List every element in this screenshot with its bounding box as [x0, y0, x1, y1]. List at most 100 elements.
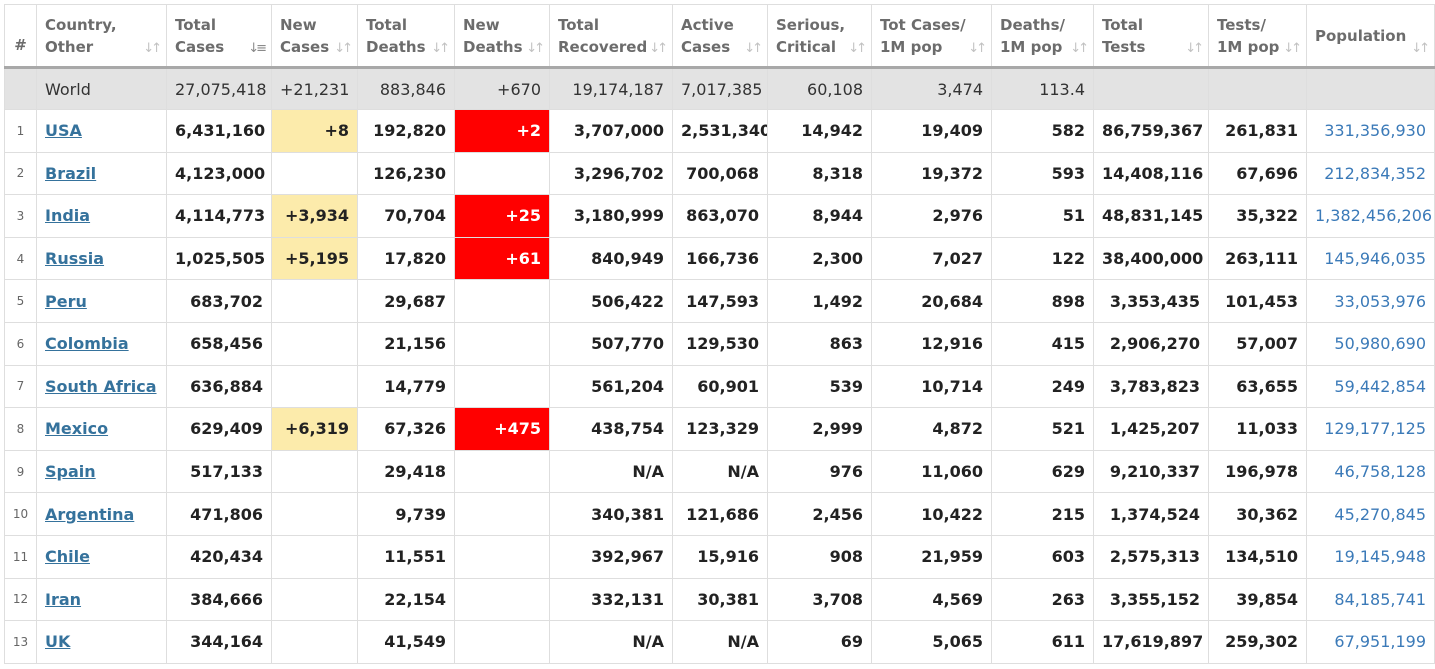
- active-cases-cell: 15,916: [672, 534, 768, 579]
- total-recovered-cell: 332,131: [549, 577, 673, 622]
- column-header-serious-critical[interactable]: Serious, Critical ↓↑: [767, 4, 872, 69]
- table-row: 6 Colombia 658,456 21,156 507,770 129,530 863 1…: [4, 321, 1435, 366]
- sort-descending-icon[interactable]: ↓≡: [248, 41, 267, 56]
- total-deaths-cell: 67,326: [357, 407, 455, 451]
- cases-per-1m-cell: 7,027: [871, 236, 992, 281]
- column-header-population[interactable]: Population ↓↑: [1306, 4, 1435, 69]
- population-cell[interactable]: 19,145,948: [1306, 534, 1435, 579]
- column-header-total-tests[interactable]: Total Tests ↓↑: [1093, 4, 1209, 69]
- column-header-label: Total Tests: [1102, 15, 1146, 56]
- column-header-country[interactable]: Country, Other ↓↑: [36, 4, 167, 69]
- column-header-deaths-per-1m[interactable]: Deaths/ 1M pop ↓↑: [991, 4, 1094, 69]
- column-header-total-cases[interactable]: Total Cases ↓≡: [166, 4, 272, 69]
- sort-arrows-icon[interactable]: ↓↑: [1185, 41, 1204, 56]
- population-cell[interactable]: 1,382,456,206: [1306, 194, 1435, 238]
- country-link[interactable]: Mexico: [45, 419, 109, 439]
- population-cell[interactable]: 129,177,125: [1306, 407, 1435, 451]
- column-header-label: Total Deaths: [366, 15, 426, 56]
- total-tests-cell: 2,575,313: [1093, 534, 1209, 579]
- country-link[interactable]: UK: [45, 632, 71, 652]
- total-deaths-cell: 9,739: [357, 492, 455, 536]
- country-cell: South Africa: [36, 364, 167, 409]
- population-cell[interactable]: 33,053,976: [1306, 279, 1435, 323]
- column-header-label: #: [14, 35, 27, 54]
- country-cell: Spain: [36, 449, 167, 494]
- population-cell[interactable]: 145,946,035: [1306, 236, 1435, 281]
- tests-per-1m-cell: 134,510: [1208, 534, 1307, 579]
- serious-critical-cell: 863: [767, 321, 872, 366]
- column-header-tests-per-1m[interactable]: Tests/ 1M pop ↓↑: [1208, 4, 1307, 69]
- column-header-active-cases[interactable]: Active Cases ↓↑: [672, 4, 768, 69]
- country-cell: Colombia: [36, 321, 167, 366]
- country-cell: Russia: [36, 236, 167, 281]
- column-header-new-deaths[interactable]: New Deaths ↓↑: [454, 4, 550, 69]
- population-cell[interactable]: 46,758,128: [1306, 449, 1435, 494]
- new-cases-cell: [271, 492, 358, 536]
- total-deaths-cell: 22,154: [357, 577, 455, 622]
- country-link[interactable]: Colombia: [45, 334, 129, 354]
- cases-per-1m-cell: 20,684: [871, 279, 992, 323]
- total-deaths-cell: 17,820: [357, 236, 455, 281]
- total-tests-cell: 1,425,207: [1093, 407, 1209, 451]
- table-row: 13 UK 344,164 41,549 N/A N/A 69 5,065 611 17,619,…: [4, 620, 1435, 664]
- column-header-cases-per-1m[interactable]: Tot Cases/ 1M pop ↓↑: [871, 4, 992, 69]
- total-tests-cell: 3,355,152: [1093, 577, 1209, 622]
- country-link[interactable]: Russia: [45, 249, 105, 269]
- table-row: 3 India 4,114,773 +3,934 70,704 +25 3,180,999 8…: [4, 194, 1435, 238]
- tests-per-1m-cell: 196,978: [1208, 449, 1307, 494]
- rank-cell: 5: [4, 279, 37, 323]
- total-recovered-cell: 438,754: [549, 407, 673, 451]
- population-cell[interactable]: 45,270,845: [1306, 492, 1435, 536]
- country-link[interactable]: Peru: [45, 291, 87, 311]
- new-deaths-cell: +2: [454, 109, 550, 153]
- population-cell[interactable]: 59,442,854: [1306, 364, 1435, 409]
- table-row: 10 Argentina 471,806 9,739 340,381 121,686 2,4…: [4, 492, 1435, 536]
- column-header-total-recovered[interactable]: Total Recovered ↓↑: [549, 4, 673, 69]
- sort-arrows-icon[interactable]: ↓↑: [744, 41, 763, 56]
- country-link[interactable]: Iran: [45, 589, 82, 609]
- sort-arrows-icon[interactable]: ↓↑: [143, 41, 162, 56]
- sort-arrows-icon[interactable]: ↓↑: [649, 41, 668, 56]
- column-header-new-cases[interactable]: New Cases ↓↑: [271, 4, 358, 69]
- new-deaths-cell: [454, 364, 550, 409]
- population-cell[interactable]: 67,951,199: [1306, 620, 1435, 664]
- sort-arrows-icon[interactable]: ↓↑: [848, 41, 867, 56]
- sort-arrows-icon[interactable]: ↓↑: [1070, 41, 1089, 56]
- population-cell[interactable]: 84,185,741: [1306, 577, 1435, 622]
- column-header-total-deaths[interactable]: Total Deaths ↓↑: [357, 4, 455, 69]
- cases-per-1m-cell: 4,872: [871, 407, 992, 451]
- tests-per-1m-cell: 39,854: [1208, 577, 1307, 622]
- tests-per-1m-cell: 263,111: [1208, 236, 1307, 281]
- country-link[interactable]: Spain: [45, 462, 96, 482]
- country-cell: USA: [36, 109, 167, 153]
- deaths-per-1m-cell: 898: [991, 279, 1094, 323]
- deaths-per-1m-cell: 215: [991, 492, 1094, 536]
- total-deaths-cell: 21,156: [357, 321, 455, 366]
- column-header-label: New Deaths: [463, 15, 523, 56]
- sort-arrows-icon[interactable]: ↓↑: [968, 41, 987, 56]
- rank-cell: 9: [4, 449, 37, 494]
- table-row: 5 Peru 683,702 29,687 506,422 147,593 1,492 20,…: [4, 279, 1435, 323]
- country-link[interactable]: USA: [45, 121, 82, 141]
- cases-per-1m-cell: 12,916: [871, 321, 992, 366]
- sort-arrows-icon[interactable]: ↓↑: [526, 41, 545, 56]
- country-link[interactable]: Argentina: [45, 504, 135, 524]
- population-cell[interactable]: 331,356,930: [1306, 109, 1435, 153]
- sort-arrows-icon[interactable]: ↓↑: [1283, 41, 1302, 56]
- country-link[interactable]: Brazil: [45, 163, 97, 183]
- active-cases-cell: 863,070: [672, 194, 768, 238]
- sort-arrows-icon[interactable]: ↓↑: [1411, 41, 1430, 56]
- population-cell[interactable]: 50,980,690: [1306, 321, 1435, 366]
- country-link[interactable]: India: [45, 206, 91, 226]
- total-tests-cell: 48,831,145: [1093, 194, 1209, 238]
- total-recovered-cell: 340,381: [549, 492, 673, 536]
- country-link[interactable]: Chile: [45, 547, 90, 567]
- country-link[interactable]: South Africa: [45, 376, 157, 396]
- rank-cell: 1: [4, 109, 37, 153]
- sort-arrows-icon[interactable]: ↓↑: [334, 41, 353, 56]
- total-cases-cell: 4,123,000: [166, 151, 272, 196]
- population-cell[interactable]: 212,834,352: [1306, 151, 1435, 196]
- sort-arrows-icon[interactable]: ↓↑: [431, 41, 450, 56]
- serious-critical-cell: 908: [767, 534, 872, 579]
- total-tests-cell: [1093, 67, 1209, 110]
